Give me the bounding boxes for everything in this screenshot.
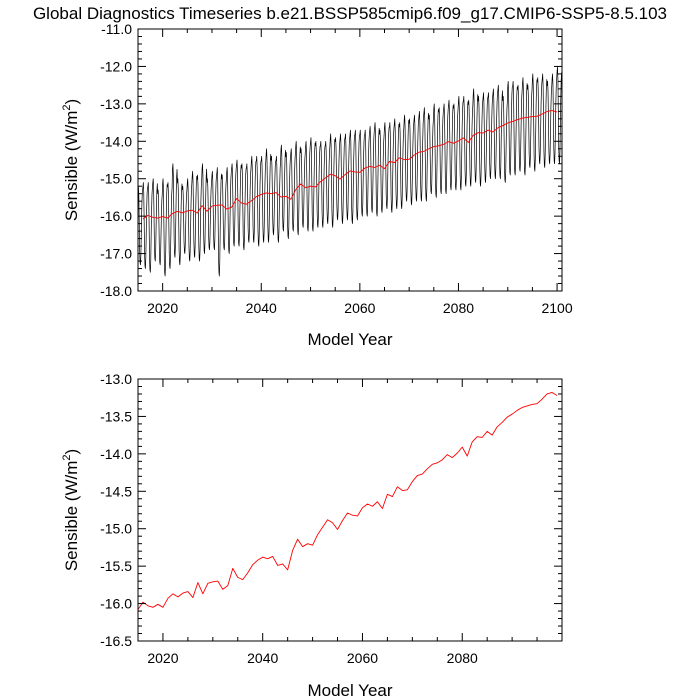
top-chart-panel: 2020 2040 2060 2080 2100 -18.0 -17.0 -16.0 -15.0… — [61, 21, 573, 349]
top-x-tick-label: 2060 — [344, 300, 375, 316]
bottom-y-tick-label: -14.0 — [100, 446, 132, 462]
bottom-x-tick-label: 2040 — [247, 650, 278, 666]
top-y-axis-title: Sensible (W/m2) — [61, 99, 81, 221]
top-y-tick-label: -17.0 — [100, 246, 132, 262]
top-x-tick-label: 2020 — [147, 300, 178, 316]
top-plot-frame — [137, 28, 563, 292]
bottom-x-tick-label: 2020 — [147, 650, 178, 666]
bottom-y-tick-label: -16.0 — [100, 596, 132, 612]
bottom-y-tick-label: -14.5 — [100, 483, 132, 499]
top-x-tick-label: 2040 — [246, 300, 277, 316]
bottom-y-tick-label: -15.5 — [100, 558, 132, 574]
bottom-plot-frame — [137, 378, 563, 642]
top-y-tick-label: -18.0 — [100, 283, 132, 299]
bottom-y-tick-label: -13.0 — [100, 371, 132, 387]
top-y-tick-label: -12.0 — [100, 58, 132, 74]
top-y-tick-label: -14.0 — [100, 133, 132, 149]
top-y-tick-label: -11.0 — [101, 21, 132, 37]
top-annual-mean-series-line — [142, 110, 558, 220]
bottom-series-layer — [137, 392, 558, 610]
bottom-annual-mean-series-line — [137, 392, 558, 610]
bottom-tick-layer: 2020 2040 2060 2080 -16.5 -16.0 -15.5 -15.0 -14.… — [100, 371, 562, 666]
bottom-chart-panel: 2020 2040 2060 2080 -16.5 -16.0 -15.5 -15.0 -14.… — [61, 371, 563, 700]
bottom-x-tick-label: 2060 — [347, 650, 378, 666]
top-x-axis-title: Model Year — [307, 330, 392, 349]
bottom-x-tick-label: 2080 — [447, 650, 478, 666]
bottom-y-axis-title: Sensible (W/m2) — [61, 449, 81, 571]
figure-title: Global Diagnostics Timeseries b.e21.BSSP… — [33, 4, 667, 23]
bottom-y-tick-label: -13.5 — [100, 408, 132, 424]
bottom-y-tick-label: -16.5 — [100, 633, 132, 649]
top-y-tick-label: -13.0 — [100, 96, 132, 112]
top-x-tick-label: 2100 — [541, 300, 572, 316]
top-monthly-series-line — [137, 66, 562, 277]
top-y-tick-label: -16.0 — [100, 208, 132, 224]
bottom-x-axis-title: Model Year — [307, 681, 392, 700]
top-tick-layer: 2020 2040 2060 2080 2100 -18.0 -17.0 -16.0 -15.0… — [100, 21, 573, 316]
top-series-layer — [137, 66, 562, 277]
top-x-tick-label: 2080 — [443, 300, 474, 316]
bottom-y-tick-label: -15.0 — [100, 521, 132, 537]
top-y-tick-label: -15.0 — [100, 171, 132, 187]
